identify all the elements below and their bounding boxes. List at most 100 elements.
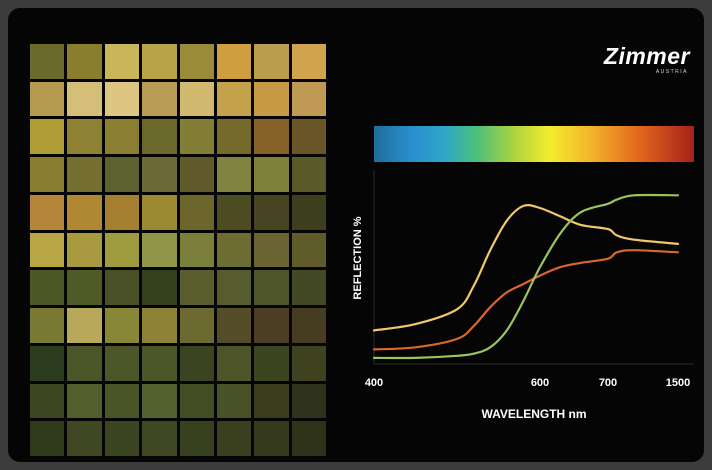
series-line-orange [372,249,680,351]
color-swatch [291,421,326,456]
color-swatch [104,81,140,117]
color-swatch [291,232,326,268]
color-swatch [30,119,65,155]
color-swatch [254,421,289,456]
color-swatch [291,44,326,79]
color-swatch [142,345,177,381]
color-swatch [254,157,289,192]
color-swatch [104,345,140,381]
color-swatch [67,194,102,230]
color-swatch [179,345,214,381]
color-swatch [67,157,102,192]
color-swatch [254,308,289,343]
color-swatch [216,44,252,79]
color-swatch [67,308,102,343]
color-swatch [104,421,140,456]
x-tick-label: 1500 [666,377,690,389]
color-swatch [104,308,140,343]
color-swatch [291,383,326,419]
color-swatch [67,44,102,79]
series-layer [372,193,680,360]
color-swatch [30,81,65,117]
color-swatch [67,270,102,306]
color-swatch [254,81,289,117]
color-swatch [179,270,214,306]
color-swatch [104,44,140,79]
color-swatch [30,194,65,230]
color-swatch [179,194,214,230]
color-swatch [142,157,177,192]
color-swatch [254,44,289,79]
color-swatch [67,119,102,155]
color-swatch [179,383,214,419]
series-line-yellow [372,203,680,332]
color-swatch [142,44,177,79]
color-swatch [179,44,214,79]
color-swatch [179,421,214,456]
color-swatch [216,270,252,306]
color-swatch [30,308,65,343]
color-swatch [104,194,140,230]
color-swatch [142,308,177,343]
color-swatch [216,119,252,155]
color-swatch [254,383,289,419]
color-swatch [30,44,65,79]
color-swatch [30,232,65,268]
brand-logo: Zimmer AUSTRIA [604,44,690,75]
brand-subtitle: AUSTRIA [655,69,688,75]
spectrum-bar [374,126,694,162]
color-swatch [254,194,289,230]
y-axis-label: REFLECTION % [352,216,364,299]
color-swatch [30,421,65,456]
color-swatch [142,232,177,268]
color-swatch [216,157,252,192]
color-swatch [142,383,177,419]
color-swatch [216,81,252,117]
brand-name: Zimmer [603,43,690,69]
color-swatch [291,345,326,381]
color-swatch [179,81,214,117]
x-axis-label: WAVELENGTH nm [481,407,586,421]
color-swatch [254,345,289,381]
color-swatch [67,232,102,268]
color-swatch [142,81,177,117]
color-swatch [142,421,177,456]
color-swatch [291,308,326,343]
x-tick-label: 600 [531,377,549,389]
color-swatch [67,345,102,381]
color-swatch [179,308,214,343]
color-swatch [216,232,252,268]
color-swatch [30,157,65,192]
color-swatch [291,194,326,230]
color-swatch [254,270,289,306]
series-line-green [372,193,680,360]
color-swatch [216,421,252,456]
color-swatch [104,232,140,268]
color-swatch [291,119,326,155]
color-swatch [179,119,214,155]
color-swatch-grid [30,44,326,456]
color-swatch [104,383,140,419]
color-swatch [30,345,65,381]
color-swatch [216,383,252,419]
x-tick-label: 400 [365,377,383,389]
color-swatch [216,308,252,343]
color-swatch [142,119,177,155]
color-swatch [67,421,102,456]
color-swatch [30,270,65,306]
color-swatch [104,270,140,306]
x-tick-label: 700 [599,377,617,389]
color-swatch [254,119,289,155]
color-swatch [179,232,214,268]
color-swatch [30,383,65,419]
color-swatch [254,232,289,268]
color-swatch [142,194,177,230]
color-swatch [104,119,140,155]
color-swatch [104,157,140,192]
color-swatch [67,81,102,117]
spectrum-card: Zimmer AUSTRIA [8,8,704,462]
color-swatch [216,345,252,381]
color-swatch [216,194,252,230]
color-swatch [179,157,214,192]
